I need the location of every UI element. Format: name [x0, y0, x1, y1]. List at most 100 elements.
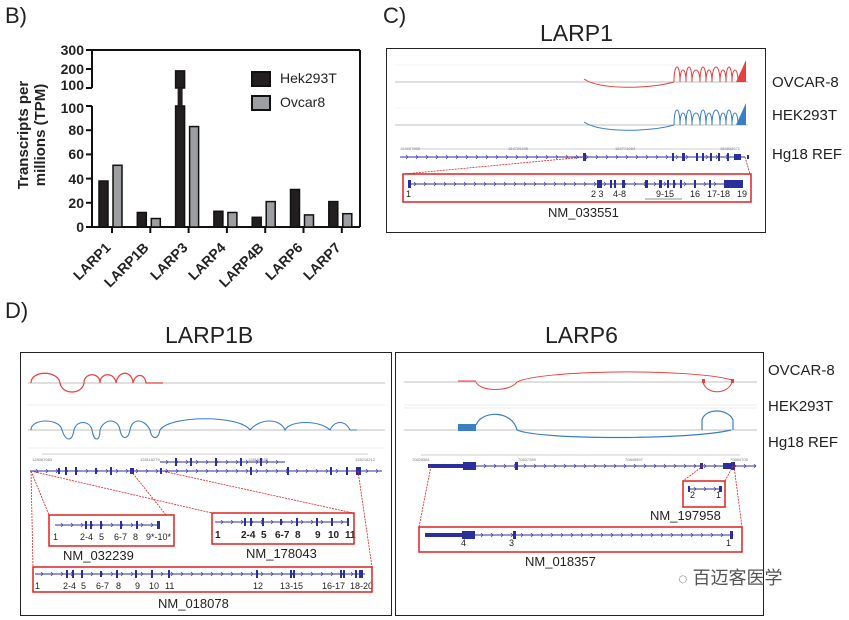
nm018078-exon — [81, 570, 83, 578]
hek293t-junctions — [475, 410, 734, 439]
strand-arrow — [610, 532, 614, 538]
ovcar8-junctions — [30, 372, 163, 393]
exon-label: 4-8 — [613, 189, 627, 199]
nm018078-exon — [343, 570, 345, 578]
y-tick-label: 40 — [68, 170, 84, 187]
strand-arrow — [650, 532, 654, 538]
coord: 154771084 — [615, 146, 636, 151]
zoom-line — [30, 470, 34, 568]
strand-arrow — [453, 181, 457, 187]
strand-arrow — [170, 571, 174, 577]
larp6-gene-exon — [723, 463, 731, 469]
coord: 70854705 — [730, 457, 748, 462]
strand-arrow — [35, 468, 39, 474]
strand-arrow — [633, 181, 637, 187]
larp1-gene-exon — [710, 153, 712, 161]
zoom-line — [682, 465, 704, 482]
track-label-hg18: Hg18 REF — [772, 146, 843, 163]
larp1b-gene-alt-exon — [260, 458, 262, 466]
strand-arrow — [533, 181, 537, 187]
exon-label: 10 — [149, 581, 160, 591]
hek293t-junction — [583, 121, 675, 131]
strand-arrow — [155, 468, 159, 474]
nm018357-exon — [462, 531, 475, 539]
strand-arrow — [225, 459, 229, 465]
larp1-gene-exon — [672, 153, 674, 161]
strand-arrow — [495, 154, 499, 160]
strand-arrow — [205, 468, 209, 474]
bar-ovcar8 — [188, 125, 200, 228]
nm018357-box — [418, 526, 743, 553]
strand-arrow — [713, 181, 717, 187]
strand-arrow — [315, 468, 319, 474]
larp6-sashimi-panel — [395, 352, 764, 616]
strand-arrow — [200, 571, 204, 577]
nm032239-box — [48, 514, 175, 547]
coord: 128067063 — [32, 457, 53, 462]
nm018078-exon — [135, 570, 137, 578]
strand-arrow — [483, 181, 487, 187]
strand-arrow — [445, 154, 449, 160]
strand-arrow — [365, 468, 369, 474]
strand-arrow — [325, 468, 329, 474]
exon-label: 1 — [406, 189, 412, 199]
transcript-name: NM_178043 — [246, 546, 317, 561]
strand-arrow — [350, 571, 354, 577]
nm033551-exon — [614, 180, 616, 188]
strand-arrow — [140, 522, 144, 528]
strand-arrow — [710, 532, 714, 538]
hek293t-junctions — [30, 418, 357, 440]
larp1-title: LARP1 — [540, 20, 613, 46]
exon-label: 6-7 — [275, 530, 290, 541]
strand-arrow — [523, 463, 527, 469]
strand-arrow — [530, 532, 534, 538]
nm178043-exon — [280, 519, 282, 525]
strand-arrow — [573, 181, 577, 187]
nm018078-exon — [116, 570, 118, 578]
strand-arrow — [70, 522, 74, 528]
strand-arrow — [545, 154, 549, 160]
legend-swatch — [251, 95, 271, 111]
larp1-gene-exon — [702, 153, 704, 161]
exon-label: 2-4 — [80, 532, 94, 542]
strand-arrow — [493, 181, 497, 187]
zoom-line — [357, 470, 373, 568]
strand-arrow — [653, 463, 657, 469]
strand-arrow — [330, 571, 334, 577]
strand-arrow — [675, 154, 679, 160]
strand-arrow — [573, 463, 577, 469]
track-label-ovcar8: OVCAR-8 — [768, 362, 835, 379]
coord: 70828581 — [412, 457, 430, 462]
bar-hek293t — [251, 216, 262, 228]
nm032239-exon — [157, 521, 160, 529]
strand-arrow — [275, 468, 279, 474]
strand-arrow — [713, 486, 717, 492]
strand-arrow — [310, 519, 314, 525]
strand-arrow — [375, 468, 379, 474]
exon-label: 18-20 — [350, 581, 374, 591]
strand-arrow — [265, 468, 269, 474]
strand-arrow — [240, 519, 244, 525]
strand-arrow — [60, 522, 64, 528]
strand-arrow — [185, 468, 189, 474]
strand-arrow — [235, 459, 239, 465]
exon-label: 19 — [737, 189, 748, 199]
strand-arrow — [680, 532, 684, 538]
strand-arrow — [563, 181, 567, 187]
larp1b-gene-exon — [95, 468, 97, 474]
strand-arrow — [535, 154, 539, 160]
strand-arrow — [270, 571, 274, 577]
larp1b-gene-exon — [130, 468, 134, 474]
exon-label: 16-17 — [322, 581, 346, 591]
strand-arrow — [620, 532, 624, 538]
hek293t-junctions — [673, 109, 739, 126]
exon-label: 6-7 — [96, 581, 110, 591]
nm033551-exon — [622, 180, 625, 188]
strand-arrow — [275, 459, 279, 465]
exon-label: 1 — [716, 490, 722, 500]
exon-label: 4 — [461, 538, 467, 548]
strand-arrow — [455, 154, 459, 160]
hek293t-coverage — [458, 424, 476, 431]
exon-label: 1 — [35, 581, 41, 591]
